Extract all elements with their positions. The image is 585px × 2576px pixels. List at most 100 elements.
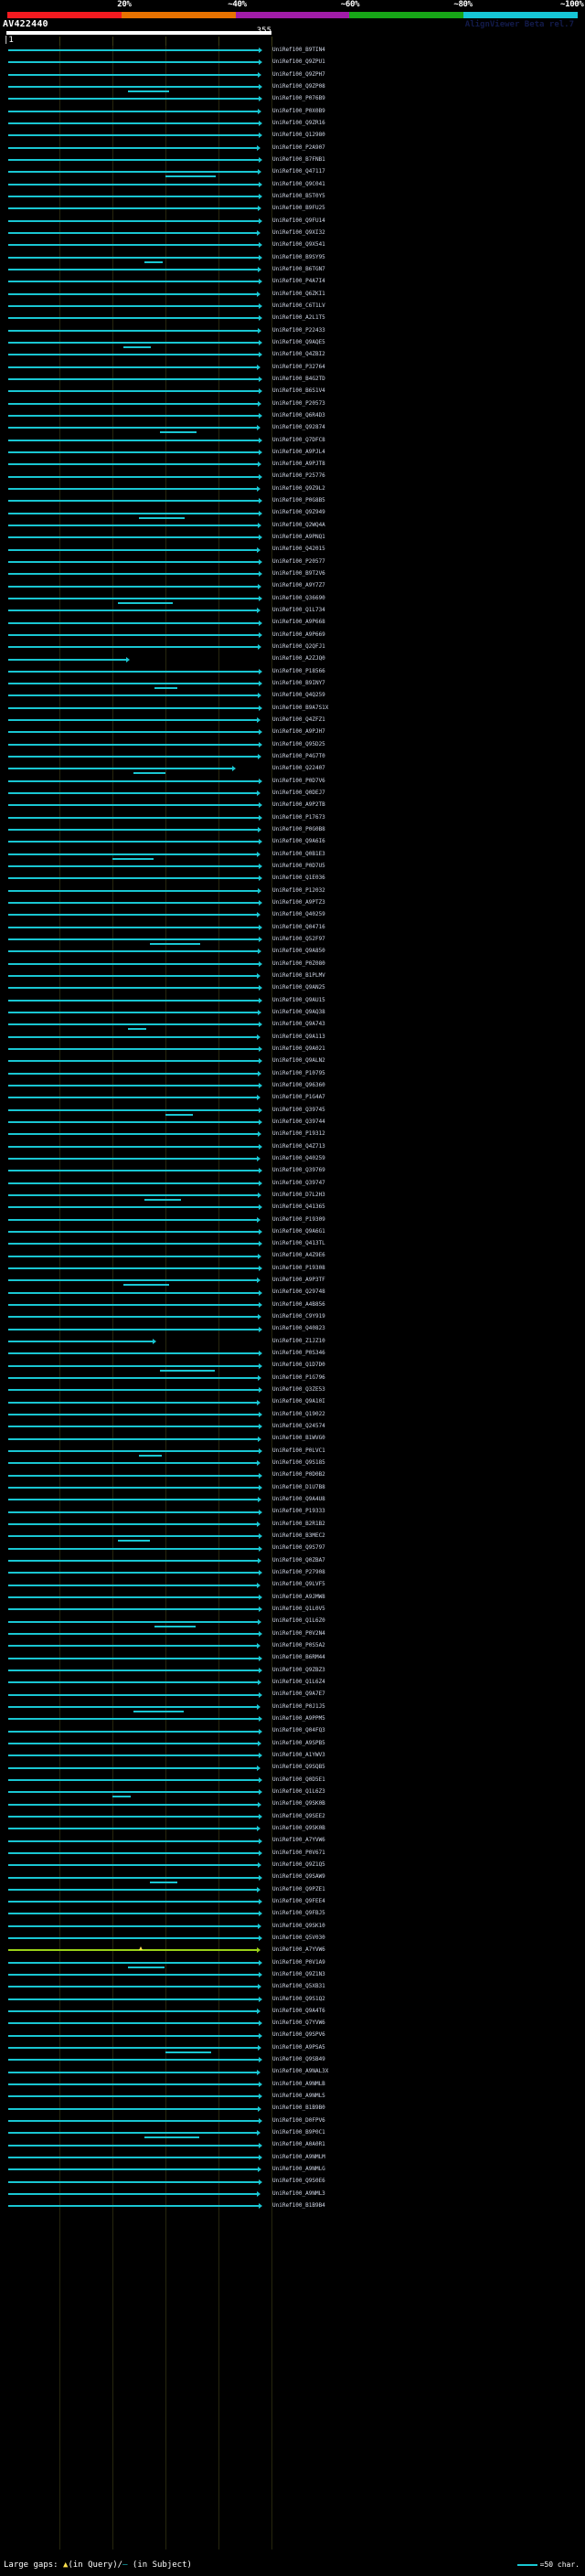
subject-id-label[interactable]: UniRef100_Q40823 bbox=[272, 1325, 325, 1332]
alignment-bar[interactable] bbox=[7, 2107, 259, 2110]
subject-id-label[interactable]: UniRef100_Q22407 bbox=[272, 765, 325, 772]
subject-id-label[interactable]: UniRef100_Q9SK0B bbox=[272, 1824, 325, 1831]
alignment-bar[interactable] bbox=[7, 1023, 260, 1026]
alignment-bar[interactable] bbox=[7, 670, 260, 673]
subject-id-label[interactable]: UniRef100_Q9FU14 bbox=[272, 217, 325, 224]
alignment-bar[interactable] bbox=[7, 1522, 258, 1525]
subject-id-label[interactable]: UniRef100_B1B9B4 bbox=[272, 2202, 325, 2210]
alignment-bar-segment[interactable] bbox=[117, 1540, 150, 1542]
subject-id-label[interactable]: UniRef100_Q24574 bbox=[272, 1423, 325, 1430]
subject-id-label[interactable]: UniRef100_P0G8B5 bbox=[272, 497, 325, 504]
alignment-bar[interactable] bbox=[7, 475, 260, 478]
alignment-bar[interactable] bbox=[7, 999, 260, 1002]
alignment-bar[interactable] bbox=[7, 1913, 260, 1915]
alignment-bar[interactable] bbox=[7, 1303, 260, 1306]
alignment-bar[interactable] bbox=[7, 2205, 260, 2208]
subject-id-label[interactable]: UniRef100_Q9A6I6 bbox=[272, 838, 325, 845]
subject-id-label[interactable]: UniRef100_P0V671 bbox=[272, 1849, 325, 1856]
alignment-bar[interactable] bbox=[7, 244, 260, 247]
alignment-bar[interactable] bbox=[7, 743, 260, 746]
alignment-bar[interactable] bbox=[7, 731, 260, 734]
subject-id-label[interactable]: UniRef100_Q9C041 bbox=[272, 180, 325, 187]
subject-id-label[interactable]: UniRef100_Q47117 bbox=[272, 168, 325, 175]
subject-id-label[interactable]: UniRef100_B9P0C1 bbox=[272, 2129, 325, 2136]
subject-id-label[interactable]: UniRef100_P0D7V6 bbox=[272, 777, 325, 784]
alignment-bar-segment[interactable] bbox=[160, 1369, 216, 1372]
subject-id-label[interactable]: UniRef100_B4G2TD bbox=[272, 375, 325, 382]
subject-id-label[interactable]: UniRef100_Q9AQ38 bbox=[272, 1008, 325, 1015]
alignment-bar[interactable] bbox=[7, 122, 260, 124]
subject-id-label[interactable]: UniRef100_Q4Z713 bbox=[272, 1142, 325, 1150]
subject-id-label[interactable]: UniRef100_Q9AU15 bbox=[272, 996, 325, 1003]
subject-id-label[interactable]: UniRef100_A9P668 bbox=[272, 619, 325, 626]
alignment-bar[interactable] bbox=[7, 487, 258, 490]
alignment-bar[interactable] bbox=[7, 1901, 260, 1903]
alignment-bar-segment[interactable] bbox=[165, 1113, 193, 1116]
subject-id-label[interactable]: UniRef100_P2A907 bbox=[272, 143, 325, 151]
subject-id-label[interactable]: UniRef100_P12032 bbox=[272, 886, 325, 894]
alignment-bar[interactable] bbox=[7, 829, 259, 832]
alignment-bar[interactable] bbox=[7, 281, 260, 283]
subject-id-label[interactable]: UniRef100_P0G0B8 bbox=[272, 826, 325, 832]
alignment-bar[interactable] bbox=[7, 1218, 258, 1221]
alignment-bar[interactable] bbox=[7, 49, 260, 51]
subject-id-label[interactable]: UniRef100_Q9PZE1 bbox=[272, 1885, 325, 1892]
alignment-bar[interactable] bbox=[7, 512, 260, 514]
subject-id-label[interactable]: UniRef100_Q9A4U8 bbox=[272, 1496, 325, 1503]
alignment-bar[interactable] bbox=[7, 1839, 260, 1842]
alignment-bar[interactable] bbox=[7, 1888, 258, 1891]
alignment-bar[interactable] bbox=[7, 1693, 260, 1696]
subject-id-label[interactable]: UniRef100_Q9ZPU1 bbox=[272, 58, 325, 66]
alignment-bar[interactable] bbox=[7, 1595, 260, 1598]
alignment-bar[interactable] bbox=[7, 633, 260, 636]
alignment-bar[interactable] bbox=[7, 1072, 259, 1075]
alignment-bar[interactable] bbox=[7, 256, 260, 259]
alignment-bar-segment[interactable] bbox=[154, 1625, 197, 1627]
alignment-bar[interactable] bbox=[7, 1864, 259, 1867]
subject-id-label[interactable]: UniRef100_B2R1B2 bbox=[272, 1520, 325, 1527]
alignment-bar[interactable] bbox=[7, 1559, 259, 1562]
alignment-bar[interactable] bbox=[7, 2157, 260, 2159]
subject-id-label[interactable]: UniRef100_Q4ZBI2 bbox=[272, 351, 325, 358]
alignment-bar[interactable] bbox=[7, 792, 258, 795]
alignment-bar[interactable] bbox=[7, 1608, 260, 1611]
alignment-bar[interactable] bbox=[7, 2132, 258, 2135]
alignment-bar[interactable] bbox=[7, 366, 258, 368]
alignment-bar[interactable] bbox=[7, 1998, 260, 2000]
alignment-bar[interactable] bbox=[7, 402, 259, 405]
alignment-bar[interactable] bbox=[7, 1632, 260, 1635]
subject-id-label[interactable]: UniRef100_A9NML3 bbox=[272, 2189, 325, 2197]
subject-id-label[interactable]: UniRef100_B9TIN4 bbox=[272, 47, 325, 53]
subject-id-label[interactable]: UniRef100_P17673 bbox=[272, 813, 325, 821]
subject-id-label[interactable]: UniRef100_P0J1J5 bbox=[272, 1702, 325, 1710]
alignment-bar[interactable] bbox=[7, 1499, 259, 1501]
subject-id-label[interactable]: UniRef100_Q413TL bbox=[272, 1240, 325, 1247]
alignment-bar-segment[interactable] bbox=[154, 687, 178, 690]
alignment-bar[interactable] bbox=[7, 548, 258, 551]
alignment-bar[interactable] bbox=[7, 1145, 260, 1148]
alignment-bar[interactable] bbox=[7, 1669, 260, 1671]
subject-id-label[interactable]: UniRef100_Q9Z949 bbox=[272, 509, 325, 516]
alignment-bar[interactable] bbox=[7, 304, 260, 307]
alignment-bar[interactable] bbox=[7, 1778, 260, 1781]
alignment-bar[interactable] bbox=[7, 1340, 154, 1342]
alignment-bar[interactable] bbox=[7, 463, 259, 466]
alignment-bar[interactable] bbox=[7, 158, 260, 161]
alignment-bar[interactable] bbox=[7, 914, 258, 917]
alignment-bar[interactable] bbox=[7, 427, 258, 429]
subject-id-label[interactable]: UniRef100_Q1D7D0 bbox=[272, 1362, 325, 1369]
subject-id-label[interactable]: UniRef100_P0X0B9 bbox=[272, 107, 325, 114]
alignment-bar[interactable] bbox=[7, 962, 260, 965]
alignment-bar[interactable] bbox=[7, 2095, 260, 2098]
alignment-bar[interactable] bbox=[7, 98, 260, 101]
alignment-bar[interactable] bbox=[7, 683, 260, 685]
alignment-bar[interactable] bbox=[7, 1815, 260, 1818]
alignment-bar-segment[interactable] bbox=[133, 1710, 185, 1712]
subject-id-label[interactable]: UniRef100_P27908 bbox=[272, 1569, 325, 1576]
alignment-bar-segment[interactable] bbox=[149, 1881, 177, 1883]
subject-id-label[interactable]: UniRef100_Q39769 bbox=[272, 1167, 325, 1174]
subject-id-label[interactable]: UniRef100_Q9SPV6 bbox=[272, 2031, 325, 2039]
alignment-bar-segment[interactable] bbox=[112, 857, 154, 860]
subject-id-label[interactable]: UniRef100_A1YWV3 bbox=[272, 1751, 325, 1758]
alignment-bar[interactable] bbox=[7, 1121, 260, 1124]
